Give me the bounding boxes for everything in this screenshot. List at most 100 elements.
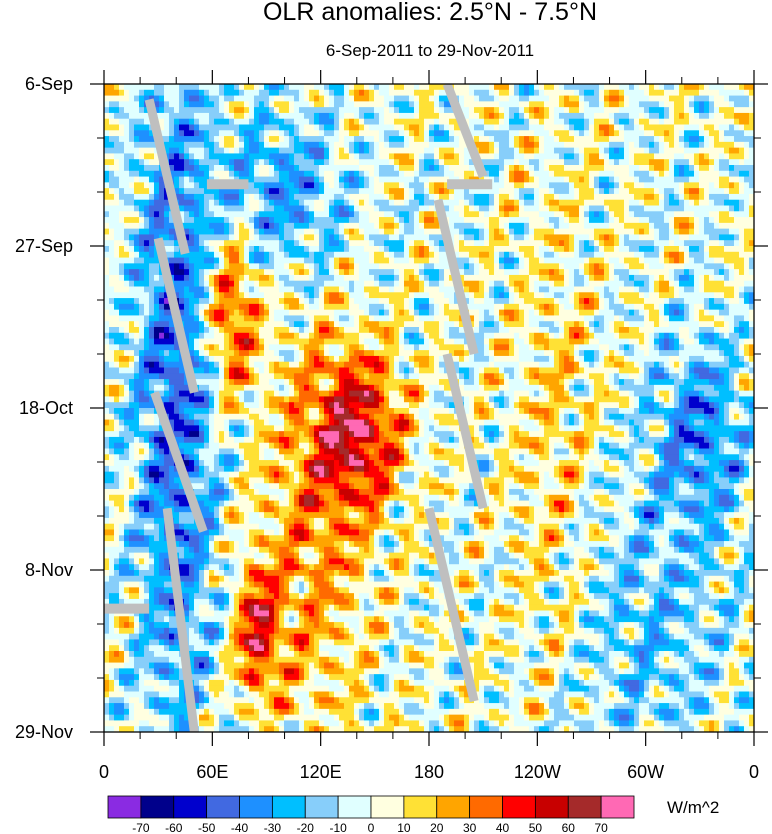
anomaly-cell bbox=[279, 598, 285, 606]
anomaly-cell bbox=[269, 726, 275, 732]
anomaly-cell bbox=[154, 616, 160, 623]
anomaly-cell bbox=[324, 165, 330, 172]
anomaly-cell bbox=[259, 240, 265, 247]
anomaly-cell bbox=[219, 396, 225, 403]
anomaly-cell bbox=[204, 651, 210, 658]
anomaly-cell bbox=[274, 130, 280, 137]
anomaly-cell bbox=[144, 674, 150, 681]
anomaly-cell bbox=[239, 425, 245, 432]
anomaly-cell bbox=[164, 95, 170, 102]
anomaly-cell bbox=[239, 361, 245, 369]
anomaly-cell bbox=[214, 332, 220, 340]
anomaly-cell bbox=[299, 598, 305, 606]
anomaly-cell bbox=[209, 425, 215, 432]
anomaly-cell bbox=[294, 639, 300, 646]
anomaly-cell bbox=[184, 413, 190, 421]
anomaly-cell bbox=[244, 130, 250, 137]
anomaly-cell bbox=[124, 714, 130, 722]
anomaly-cell bbox=[104, 240, 110, 247]
anomaly-cell bbox=[139, 431, 145, 438]
anomaly-cell bbox=[249, 332, 255, 340]
anomaly-cell bbox=[294, 512, 300, 519]
anomaly-cell bbox=[239, 384, 245, 392]
anomaly-cell bbox=[299, 396, 305, 403]
anomaly-cell bbox=[224, 494, 230, 502]
anomaly-cell bbox=[169, 355, 175, 363]
anomaly-cell bbox=[149, 535, 155, 542]
anomaly-cell bbox=[259, 442, 265, 450]
anomaly-cell bbox=[179, 523, 185, 531]
anomaly-cell bbox=[254, 107, 260, 114]
anomaly-cell bbox=[149, 587, 155, 594]
anomaly-cell bbox=[294, 153, 300, 160]
anomaly-cell bbox=[109, 338, 115, 345]
anomaly-cell bbox=[194, 471, 200, 479]
anomaly-cell bbox=[159, 581, 165, 588]
anomaly-cell bbox=[169, 165, 175, 172]
anomaly-cell bbox=[264, 685, 270, 693]
anomaly-cell bbox=[104, 674, 110, 681]
anomaly-cell bbox=[319, 581, 325, 588]
anomaly-cell bbox=[184, 159, 190, 166]
anomaly-cell bbox=[199, 448, 205, 455]
anomaly-cell bbox=[284, 408, 290, 415]
anomaly-cell bbox=[189, 593, 195, 600]
anomaly-cell bbox=[124, 251, 130, 259]
anomaly-cell bbox=[234, 355, 240, 363]
anomaly-cell bbox=[269, 344, 275, 351]
anomaly-cell bbox=[139, 355, 145, 363]
anomaly-cell bbox=[234, 651, 240, 658]
anomaly-cell bbox=[164, 587, 170, 594]
anomaly-cell bbox=[274, 546, 280, 554]
anomaly-cell bbox=[114, 512, 120, 519]
anomaly-cell bbox=[309, 269, 315, 276]
anomaly-cell bbox=[144, 656, 150, 664]
anomaly-cell bbox=[124, 84, 130, 91]
anomaly-cell bbox=[319, 188, 325, 195]
anomaly-cell bbox=[179, 679, 185, 687]
anomaly-cell bbox=[159, 494, 165, 502]
anomaly-cell bbox=[254, 350, 260, 357]
anomaly-cell bbox=[119, 217, 125, 224]
anomaly-cell bbox=[259, 408, 265, 415]
anomaly-cell bbox=[204, 84, 210, 91]
anomaly-cell bbox=[184, 118, 190, 126]
anomaly-cell bbox=[114, 483, 120, 490]
anomaly-cell bbox=[194, 193, 200, 201]
anomaly-cell bbox=[119, 651, 125, 658]
anomaly-cell bbox=[279, 477, 285, 484]
anomaly-cell bbox=[204, 442, 210, 450]
anomaly-cell bbox=[114, 298, 120, 305]
anomaly-cell bbox=[104, 292, 110, 299]
anomaly-cell bbox=[314, 581, 320, 588]
anomaly-cell bbox=[274, 633, 280, 641]
anomaly-cell bbox=[229, 552, 235, 560]
anomaly-cell bbox=[124, 338, 130, 345]
anomaly-cell bbox=[189, 165, 195, 172]
anomaly-cell bbox=[154, 662, 160, 669]
anomaly-cell bbox=[299, 315, 305, 322]
anomaly-cell bbox=[314, 442, 320, 450]
anomaly-cell bbox=[219, 714, 225, 722]
anomaly-cell bbox=[139, 512, 145, 519]
anomaly-cell bbox=[194, 124, 200, 131]
anomaly-cell bbox=[299, 130, 305, 137]
anomaly-cell bbox=[209, 610, 215, 617]
anomaly-cell bbox=[229, 165, 235, 172]
anomaly-cell bbox=[199, 274, 205, 282]
anomaly-cell bbox=[104, 691, 110, 698]
anomaly-cell bbox=[234, 425, 240, 432]
anomaly-cell bbox=[244, 112, 250, 120]
anomaly-cell bbox=[324, 350, 330, 357]
anomaly-cell bbox=[214, 390, 220, 398]
anomaly-cell bbox=[269, 679, 275, 687]
anomaly-cell bbox=[204, 292, 210, 299]
anomaly-cell bbox=[294, 662, 300, 669]
anomaly-cell bbox=[239, 604, 245, 612]
anomaly-cell bbox=[309, 350, 315, 357]
anomaly-cell bbox=[194, 246, 200, 253]
anomaly-cell bbox=[284, 170, 290, 178]
anomaly-cell bbox=[199, 465, 205, 473]
anomaly-cell bbox=[214, 506, 220, 513]
anomaly-cell bbox=[244, 159, 250, 166]
